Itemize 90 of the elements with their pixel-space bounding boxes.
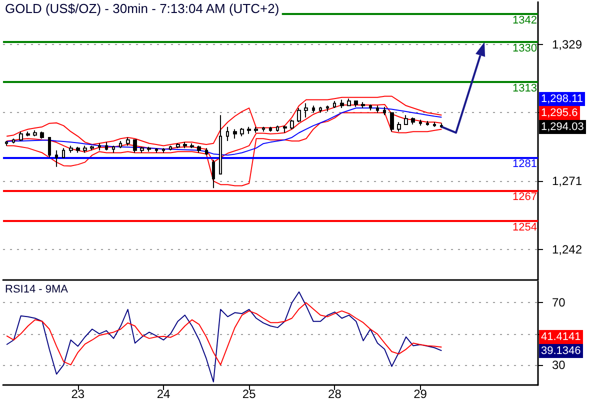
y-tick-label: 1,271	[552, 174, 582, 188]
candlestick	[162, 148, 165, 154]
line-series	[6, 302, 442, 366]
candlestick	[376, 105, 379, 114]
candlestick	[119, 140, 122, 149]
candlestick	[247, 126, 251, 134]
line-series	[6, 96, 442, 146]
candlestick	[40, 131, 44, 140]
candlestick	[326, 105, 329, 112]
ref-line-label: 1330	[512, 42, 537, 55]
ref-line-label: 1267	[512, 190, 537, 203]
candlestick	[26, 131, 30, 137]
candlestick	[276, 125, 279, 132]
candlestick	[219, 114, 222, 174]
y-tick-label: 1,329	[552, 37, 582, 52]
line-series	[6, 104, 442, 163]
y-tick-label: 1,242	[552, 242, 582, 256]
line-series	[6, 112, 442, 186]
candlestick	[190, 142, 194, 149]
candlestick	[83, 145, 87, 154]
candlestick	[133, 139, 137, 154]
candlestick	[169, 145, 172, 151]
candlestick	[176, 142, 180, 149]
candlestick	[304, 102, 308, 118]
candlestick	[440, 122, 443, 129]
chart-title: RSI14 - 9MA	[5, 284, 69, 296]
candlestick	[354, 100, 358, 108]
candlestick	[90, 145, 94, 151]
candlestick	[262, 126, 265, 132]
candlestick	[312, 105, 315, 114]
x-tick-label: 23	[71, 387, 85, 400]
text: 1,298.11	[539, 92, 586, 106]
candlestick	[183, 142, 187, 149]
x-tick-label: 24	[156, 387, 170, 400]
candlestick	[397, 122, 401, 132]
candlestick	[5, 140, 8, 146]
candlestick	[155, 148, 158, 154]
text: 41.4141	[539, 330, 583, 344]
candlestick	[19, 131, 23, 142]
candlestick	[340, 99, 344, 109]
candlestick	[140, 146, 144, 154]
ref-line-label: 1281	[512, 158, 537, 170]
candlestick	[383, 106, 386, 116]
candlestick	[419, 119, 422, 126]
line-series	[6, 291, 442, 382]
candlestick	[433, 122, 436, 128]
candlestick	[347, 98, 351, 106]
candlestick	[290, 119, 294, 130]
ref-line-label: 1342	[512, 14, 537, 26]
x-tick-label: 28	[328, 387, 342, 400]
candlestick	[197, 145, 201, 154]
candlestick	[205, 148, 208, 156]
candlestick	[62, 148, 65, 158]
candlestick	[76, 146, 80, 154]
candlestick	[404, 114, 408, 126]
candlestick	[105, 142, 108, 151]
candlestick	[33, 130, 37, 137]
candlestick	[333, 100, 336, 109]
candlestick	[426, 120, 429, 126]
candlestick	[411, 116, 415, 126]
candlestick	[98, 142, 101, 151]
candlestick	[12, 138, 15, 144]
candlestick	[269, 126, 272, 132]
y-tick-label: 30	[552, 358, 566, 372]
candlestick	[55, 150, 58, 168]
text: 39.1346	[539, 344, 583, 358]
y-tick-label: 70	[552, 296, 566, 310]
ref-line-label: 1313	[512, 82, 537, 95]
candlestick	[112, 145, 115, 154]
candlestick	[319, 106, 322, 114]
chart-title: GOLD (US$/OZ) - 30min - 7:13:04 AM (UTC+2)	[5, 1, 280, 16]
candlestick	[369, 104, 372, 111]
candlestick	[297, 108, 301, 123]
text: 1,294.03	[539, 120, 586, 134]
candlestick	[361, 102, 365, 109]
x-tick-label: 25	[242, 387, 256, 400]
candlestick	[69, 145, 73, 154]
x-tick-label: 29	[414, 387, 428, 400]
candlestick	[212, 159, 215, 189]
candlestick	[254, 126, 258, 134]
candlestick	[126, 136, 130, 146]
candlestick	[240, 128, 244, 137]
candlestick	[48, 136, 51, 158]
text: 1,295.6	[539, 106, 580, 120]
candlestick	[283, 125, 287, 134]
candlestick	[226, 126, 229, 142]
candlestick	[233, 128, 237, 140]
ref-line-label: 1254	[512, 222, 537, 234]
candlestick	[390, 112, 394, 132]
candlestick	[147, 146, 151, 152]
